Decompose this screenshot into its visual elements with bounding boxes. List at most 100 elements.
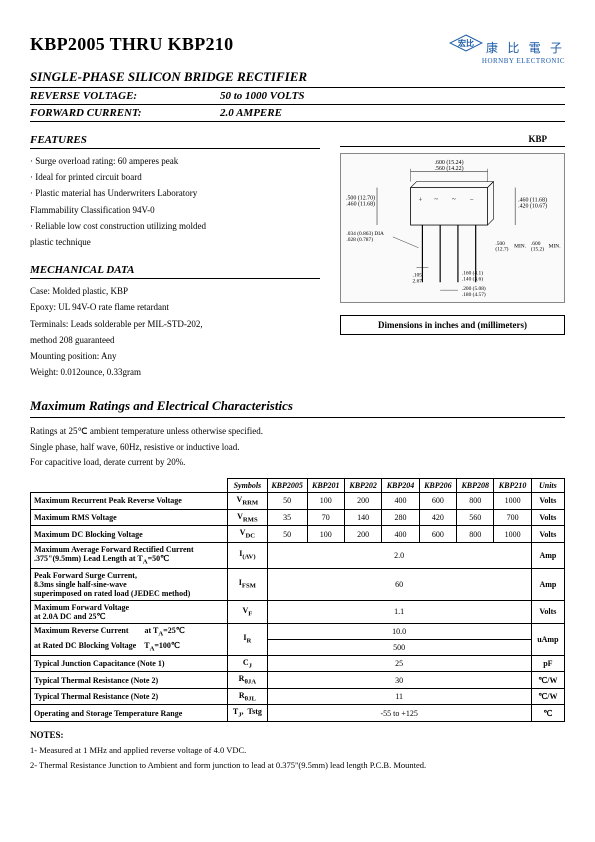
value-cell: 35: [267, 509, 307, 526]
value-cell: 800: [457, 526, 494, 543]
note-item: 2- Thermal Resistance Junction to Ambien…: [30, 760, 565, 770]
ratings-table: SymbolsKBP2005KBP201KBP202KBP204KBP206KB…: [30, 478, 565, 722]
symbol-cell: I(AV): [228, 542, 267, 568]
value-cell: 200: [344, 526, 381, 543]
symbol-cell: CJ: [228, 655, 267, 672]
mechanical-item: method 208 guaranteed: [30, 332, 320, 348]
svg-text:(15.2): (15.2): [531, 246, 544, 253]
value-cell: 280: [382, 509, 419, 526]
svg-text:宏比: 宏比: [458, 38, 474, 48]
unit-cell: pF: [531, 655, 564, 672]
param-cell: Maximum RMS Voltage: [31, 509, 228, 526]
value-cell: 11: [267, 688, 531, 705]
svg-text:.560 (14.22): .560 (14.22): [435, 165, 464, 172]
package-label: KBP: [340, 134, 565, 147]
package-diagram: .600 (15.24) .560 (14.22) .500 (12.70) .…: [340, 153, 565, 303]
svg-text:.028 (0.787): .028 (0.787): [346, 236, 373, 243]
value-cell: 140: [344, 509, 381, 526]
param-cell: at Rated DC Blocking Voltage TA=100℃: [31, 639, 228, 655]
svg-text:(12.7): (12.7): [495, 246, 508, 253]
unit-cell: Volts: [531, 526, 564, 543]
value-cell: 600: [419, 493, 456, 510]
unit-cell: Amp: [531, 542, 564, 568]
param-cell: Maximum Reverse Current at TA=25℃: [31, 623, 228, 639]
value-cell: 400: [382, 526, 419, 543]
unit-cell: Volts: [531, 493, 564, 510]
page-title: KBP2005 THRU KBP210: [30, 34, 233, 55]
spec-row: FORWARD CURRENT:2.0 AMPERE: [30, 105, 565, 122]
value-cell: 420: [419, 509, 456, 526]
ratings-intro-line: Single phase, half wave, 60Hz, resistive…: [30, 440, 565, 455]
symbol-cell: VF: [228, 600, 267, 623]
ratings-row: Peak Forward Surge Current,8.3ms single …: [31, 568, 565, 600]
symbol-cell: RθJA: [228, 672, 267, 689]
value-cell: 200: [344, 493, 381, 510]
symbol-cell: IR: [228, 623, 267, 655]
ratings-col-header: KBP206: [419, 479, 456, 493]
svg-text:~: ~: [452, 196, 456, 203]
value-cell: 600: [419, 526, 456, 543]
value-cell: 50: [267, 493, 307, 510]
ratings-col-header: KBP2005: [267, 479, 307, 493]
unit-cell: uAmp: [531, 623, 564, 655]
svg-text:−: −: [470, 196, 474, 203]
unit-cell: Amp: [531, 568, 564, 600]
value-cell: 10.0: [267, 623, 531, 639]
ratings-row: Operating and Storage Temperature Range …: [31, 705, 565, 722]
param-cell: Maximum Average Forward Rectified Curren…: [31, 542, 228, 568]
ratings-col-header: KBP202: [344, 479, 381, 493]
mechanical-item: Mounting position: Any: [30, 348, 320, 364]
ratings-col-header: Units: [531, 479, 564, 493]
param-cell: Typical Thermal Resistance (Note 2): [31, 688, 228, 705]
ratings-intro-line: For capacitive load, derate current by 2…: [30, 455, 565, 470]
ratings-row: Maximum Average Forward Rectified Curren…: [31, 542, 565, 568]
logo-cn-text: 康 比 電 子: [486, 41, 565, 55]
symbol-cell: IFSM: [228, 568, 267, 600]
feature-item: Flammability Classification 94V-0: [30, 202, 320, 218]
logo-en-text: HORNBY ELECTRONIC: [449, 57, 565, 65]
value-cell: 1.1: [267, 600, 531, 623]
value-cell: 70: [307, 509, 344, 526]
brand-logo: 宏比 康 比 電 子 HORNBY ELECTRONIC: [449, 34, 565, 65]
value-cell: 60: [267, 568, 531, 600]
value-cell: 1000: [494, 526, 531, 543]
symbol-cell: RθJL: [228, 688, 267, 705]
svg-text:MIN.: MIN.: [549, 244, 561, 250]
value-cell: 50: [267, 526, 307, 543]
ratings-row: Typical Thermal Resistance (Note 2) RθJA…: [31, 672, 565, 689]
feature-item: plastic technique: [30, 234, 320, 250]
feature-item: · Plastic material has Underwriters Labo…: [30, 185, 320, 201]
mechanical-item: Weight: 0.012ounce, 0.33gram: [30, 364, 320, 380]
unit-cell: ℃: [531, 705, 564, 722]
value-cell: 30: [267, 672, 531, 689]
symbol-cell: VRMS: [228, 509, 267, 526]
value-cell: 2.0: [267, 542, 531, 568]
unit-cell: ℃/W: [531, 688, 564, 705]
svg-text:.420 (10.67): .420 (10.67): [518, 202, 547, 209]
symbol-cell: TJ, Tstg: [228, 705, 267, 722]
param-cell: Maximum Forward Voltageat 2.0A DC and 25…: [31, 600, 228, 623]
svg-text:.460 (11.68): .460 (11.68): [346, 200, 375, 207]
unit-cell: Volts: [531, 509, 564, 526]
subtitle: SINGLE-PHASE SILICON BRIDGE RECTIFIER: [30, 69, 565, 88]
param-cell: Typical Thermal Resistance (Note 2): [31, 672, 228, 689]
ratings-col-header: KBP204: [382, 479, 419, 493]
note-item: 1- Measured at 1 MHz and applied reverse…: [30, 745, 565, 755]
ratings-row: Maximum Forward Voltageat 2.0A DC and 25…: [31, 600, 565, 623]
unit-cell: ℃/W: [531, 672, 564, 689]
feature-item: · Ideal for printed circuit board: [30, 169, 320, 185]
param-cell: Operating and Storage Temperature Range: [31, 705, 228, 722]
mechanical-item: Case: Molded plastic, KBP: [30, 283, 320, 299]
value-cell: 400: [382, 493, 419, 510]
value-cell: 560: [457, 509, 494, 526]
ratings-row: Maximum DC Blocking Voltage VDC501002004…: [31, 526, 565, 543]
value-cell: -55 to +125: [267, 705, 531, 722]
ratings-col-header: KBP201: [307, 479, 344, 493]
logo-icon: 宏比: [449, 34, 483, 52]
param-cell: Typical Junction Capacitance (Note 1): [31, 655, 228, 672]
ratings-row: Typical Thermal Resistance (Note 2) RθJL…: [31, 688, 565, 705]
features-heading: FEATURES: [30, 134, 320, 149]
ratings-col-header: KBP210: [494, 479, 531, 493]
mechanical-heading: MECHANICAL DATA: [30, 264, 320, 279]
value-cell: 700: [494, 509, 531, 526]
